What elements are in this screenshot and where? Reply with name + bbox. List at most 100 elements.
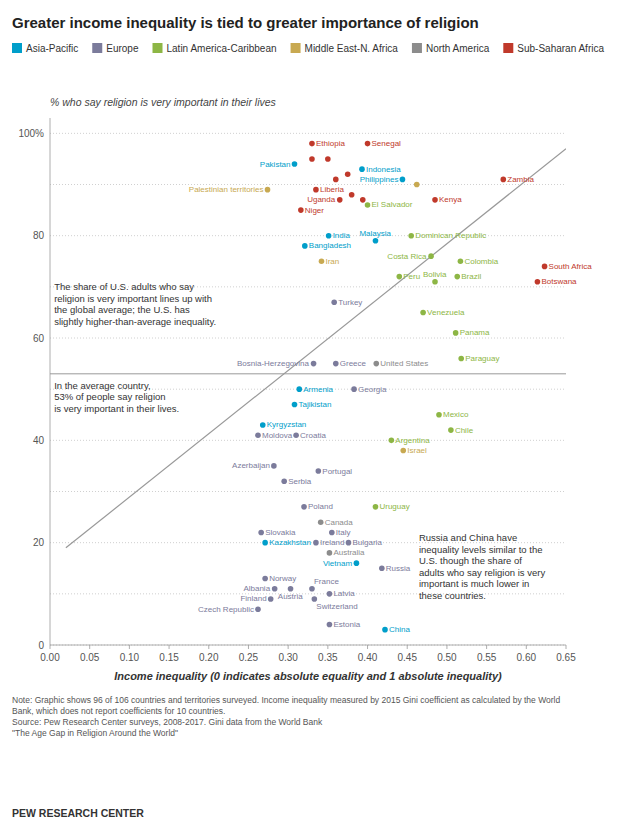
point	[292, 161, 298, 167]
point	[329, 530, 335, 536]
point	[360, 197, 366, 203]
point-label: Finland	[240, 594, 266, 603]
point	[454, 274, 460, 280]
legend-item: Asia-Pacific	[12, 43, 78, 54]
x-tick	[446, 645, 447, 649]
point	[298, 207, 304, 213]
point	[262, 576, 268, 582]
legend-swatch	[12, 43, 22, 53]
point-label: Iran	[325, 257, 339, 266]
point	[333, 361, 339, 367]
point	[271, 463, 277, 469]
grid-line	[50, 645, 566, 646]
point	[365, 141, 371, 147]
x-tick-label: 0.45	[397, 652, 417, 663]
grid-line	[50, 338, 566, 339]
x-tick-label: 0.50	[437, 652, 457, 663]
point	[436, 412, 442, 418]
point	[327, 591, 333, 597]
point-label: Kenya	[439, 195, 462, 204]
point-label: Austria	[278, 592, 303, 601]
point	[262, 540, 268, 546]
x-tick-label: 0.40	[358, 652, 378, 663]
point-label: South Africa	[549, 262, 593, 271]
point-label: Greece	[340, 359, 367, 368]
point-label: Colombia	[464, 257, 498, 266]
grid-line	[50, 235, 566, 236]
average-line	[50, 373, 566, 374]
point	[359, 166, 365, 172]
point-label: Israel	[407, 446, 427, 455]
x-tick-label: 0.15	[159, 652, 179, 663]
point-label: Niger	[305, 206, 324, 215]
point	[382, 627, 388, 633]
point	[354, 560, 360, 566]
y-tick-label: 20	[33, 537, 45, 548]
point-label: Georgia	[358, 385, 387, 394]
point-label: Kyrgyzstan	[267, 420, 307, 429]
point	[458, 356, 464, 362]
legend-item: North America	[412, 43, 490, 54]
point	[293, 432, 299, 438]
x-tick-label: 0.10	[120, 652, 140, 663]
y-tick-label: 0	[38, 640, 44, 651]
x-tick	[89, 645, 90, 649]
point	[349, 192, 355, 198]
legend: Asia-PacificEuropeLatin America-Caribbea…	[12, 43, 604, 54]
credit: PEW RESEARCH CENTER	[12, 807, 144, 819]
x-tick-label: 0.20	[199, 652, 219, 663]
legend-item: Sub-Saharan Africa	[503, 43, 604, 54]
point	[500, 177, 506, 183]
point-label: Paraguay	[465, 354, 499, 363]
x-tick	[327, 645, 328, 649]
point-label: Canada	[325, 518, 354, 527]
legend-label: Middle East-N. Africa	[305, 43, 399, 54]
point-label: Senegal	[372, 139, 402, 148]
point-label: Dominican Republic	[415, 231, 486, 240]
y-axis-line	[50, 118, 51, 645]
point	[379, 565, 385, 571]
point-label: Moldova	[262, 431, 293, 440]
point	[268, 596, 274, 602]
point-label: Latvia	[333, 589, 355, 598]
point-label: Ireland	[320, 538, 344, 547]
point	[265, 187, 271, 193]
point	[345, 171, 351, 177]
point	[281, 478, 287, 484]
x-axis-line	[50, 645, 566, 646]
point	[373, 238, 379, 244]
x-tick-label: 0.30	[278, 652, 298, 663]
point	[331, 299, 337, 305]
point	[313, 187, 319, 193]
y-tick-label: 100%	[18, 128, 44, 139]
point	[396, 274, 402, 280]
y-axis-label: % who say religion is very important in …	[50, 96, 277, 108]
x-tick-label: 0.00	[40, 652, 60, 663]
point	[312, 596, 318, 602]
y-tick-label: 60	[33, 333, 45, 344]
point	[326, 233, 332, 239]
point-label: Ethiopia	[316, 139, 345, 148]
point	[309, 586, 315, 592]
point-labels: PakistanIndonesiaPhilippinesIndiaBanglad…	[189, 139, 592, 634]
point-label: Peru	[403, 272, 420, 281]
grid-line	[50, 440, 566, 441]
grid-line	[50, 184, 566, 185]
point-label: Kazakhstan	[269, 538, 311, 547]
x-tick	[288, 645, 289, 649]
point-label: Bangladesh	[309, 241, 351, 250]
point-label: Switzerland	[316, 602, 357, 611]
plot-area	[50, 141, 566, 633]
background	[0, 0, 636, 835]
point	[373, 504, 379, 510]
point	[337, 197, 343, 203]
point-label: Italy	[336, 528, 351, 537]
point	[333, 177, 339, 183]
legend-item: Latin America-Caribbean	[153, 43, 277, 54]
point-label: Czech Republic	[198, 605, 254, 614]
point-label: El Salvador	[372, 200, 413, 209]
point	[327, 622, 333, 628]
point	[319, 258, 325, 264]
point-label: Tajikistan	[299, 400, 332, 409]
point-label: Costa Rica	[387, 252, 427, 261]
